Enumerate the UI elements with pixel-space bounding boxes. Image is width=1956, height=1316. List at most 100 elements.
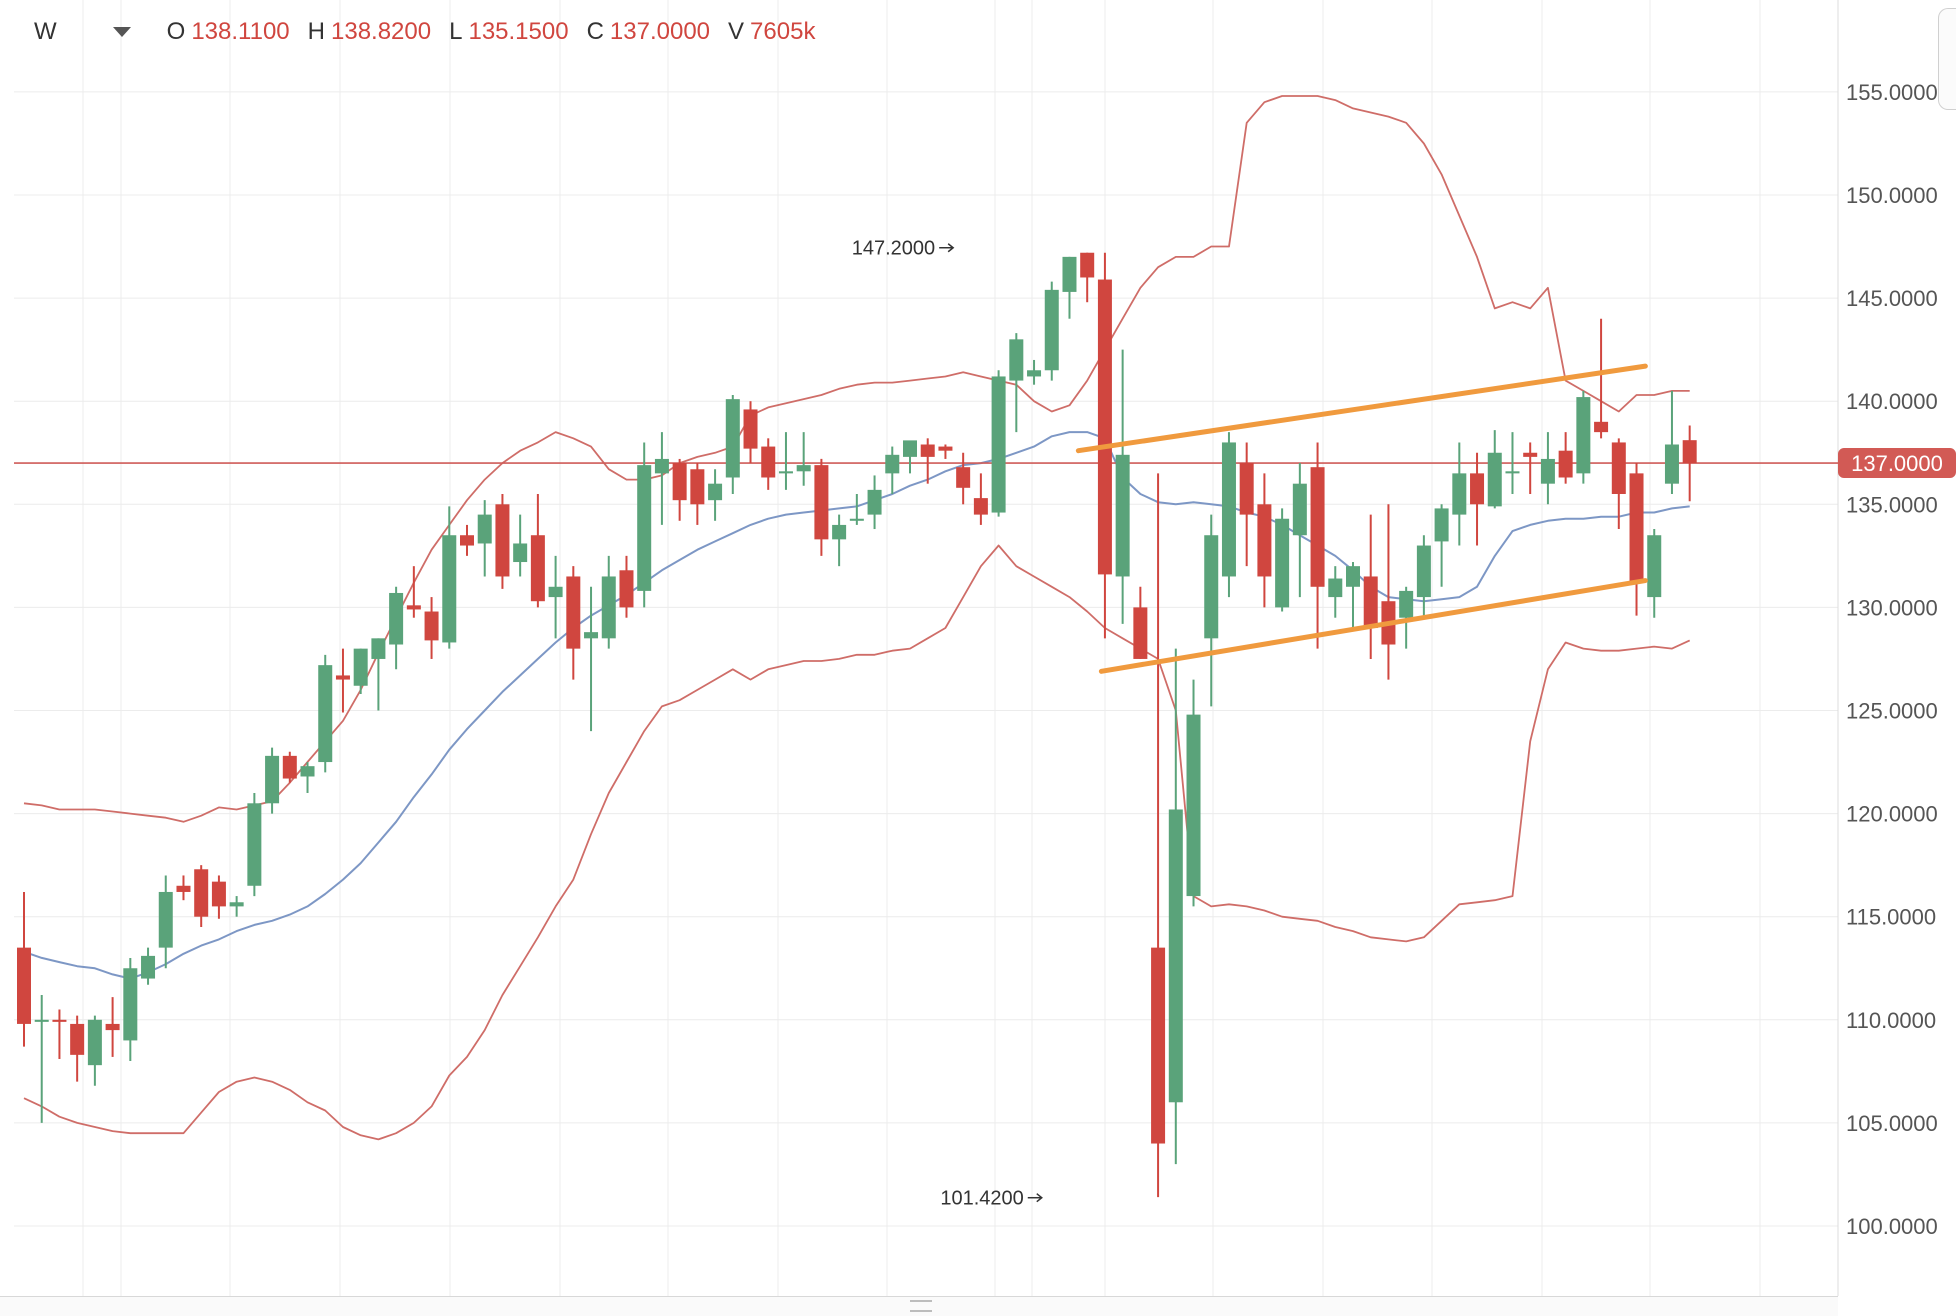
candle-body bbox=[903, 440, 917, 457]
candle-body bbox=[778, 471, 793, 474]
candle-body bbox=[619, 570, 634, 608]
candle-body bbox=[690, 469, 705, 505]
y-tick-label: 125.0000 bbox=[1846, 699, 1938, 724]
candle-body bbox=[282, 755, 297, 779]
candle-body bbox=[1044, 289, 1059, 371]
candle-body bbox=[52, 1019, 67, 1022]
high-value: 138.8200 bbox=[331, 18, 432, 45]
close-label: C bbox=[586, 18, 604, 45]
candle-body bbox=[1629, 473, 1644, 583]
candle-body bbox=[938, 446, 953, 451]
ohlc-legend: W O 138.1100 H 138.8200 L 135.1500 C 137… bbox=[34, 18, 833, 46]
candle-body bbox=[123, 968, 138, 1041]
candle-body bbox=[1239, 463, 1254, 515]
candle-body bbox=[1009, 339, 1024, 381]
candle-body bbox=[371, 638, 386, 659]
candle-body bbox=[34, 1019, 49, 1022]
candle-body bbox=[141, 955, 156, 979]
candle-body bbox=[1487, 452, 1502, 507]
candle-body bbox=[973, 498, 988, 515]
candle-body bbox=[1363, 576, 1378, 629]
candle-body bbox=[672, 463, 687, 501]
y-tick-label: 145.0000 bbox=[1846, 286, 1938, 311]
y-tick-label: 130.0000 bbox=[1846, 595, 1938, 620]
current-price-badge bbox=[1838, 448, 1956, 479]
candle-body bbox=[211, 881, 226, 907]
candle-body bbox=[814, 465, 829, 540]
candle-body bbox=[867, 489, 882, 515]
candle-body bbox=[1204, 535, 1219, 639]
candle-body bbox=[1310, 467, 1325, 587]
candle-body bbox=[761, 446, 776, 478]
bollinger-upper-line bbox=[23, 95, 1690, 823]
candle-body bbox=[796, 465, 811, 472]
candle-body bbox=[1346, 566, 1360, 587]
candle-body bbox=[1523, 452, 1538, 457]
candle-body bbox=[1664, 444, 1679, 484]
candle-body bbox=[1611, 442, 1626, 494]
candle-body bbox=[1080, 252, 1095, 278]
candle-body bbox=[566, 576, 581, 649]
candle-body bbox=[1576, 397, 1591, 474]
candle-body bbox=[389, 592, 404, 645]
side-panel-handle[interactable] bbox=[1938, 8, 1956, 110]
high-label: H bbox=[307, 18, 325, 45]
candle-body bbox=[708, 483, 723, 501]
candle-body bbox=[513, 543, 528, 563]
candle-body bbox=[460, 535, 474, 546]
arrow-head-icon bbox=[947, 243, 955, 253]
candle-body bbox=[335, 675, 350, 680]
candle-body bbox=[424, 611, 439, 641]
volume-label: V bbox=[728, 18, 745, 45]
channel-upper-trendline bbox=[1075, 363, 1648, 454]
y-tick-label: 115.0000 bbox=[1846, 905, 1936, 930]
y-tick-label: 105.0000 bbox=[1846, 1111, 1938, 1136]
candle-body bbox=[300, 766, 315, 777]
open-label: O bbox=[166, 18, 186, 45]
candle-body bbox=[654, 458, 669, 474]
low-annotation-label: 101.4200 bbox=[940, 1188, 1023, 1210]
candle-body bbox=[956, 467, 971, 488]
candle-body bbox=[1647, 535, 1662, 598]
candle-body bbox=[530, 535, 545, 602]
candle-body bbox=[1558, 450, 1573, 478]
candle-body bbox=[991, 376, 1006, 513]
candle-body bbox=[442, 535, 457, 643]
high-annotation-label: 147.2000 bbox=[852, 238, 935, 260]
candle-body bbox=[1594, 421, 1609, 433]
candle-body bbox=[1186, 714, 1201, 897]
time-scrollbar[interactable] bbox=[0, 1296, 1838, 1316]
candle-body bbox=[1275, 518, 1290, 608]
candle-body bbox=[637, 465, 652, 591]
candle-body bbox=[1221, 442, 1236, 577]
candle-body bbox=[70, 1023, 85, 1055]
candle-body bbox=[832, 524, 847, 540]
candle-body bbox=[885, 454, 900, 474]
candle-body bbox=[1399, 590, 1414, 618]
candle-body bbox=[1416, 545, 1431, 598]
y-tick-label: 120.0000 bbox=[1846, 802, 1938, 827]
y-tick-label: 140.0000 bbox=[1846, 389, 1938, 414]
channel-lower-trendline bbox=[1098, 578, 1648, 674]
candle-body bbox=[725, 399, 740, 478]
candle-body bbox=[1328, 578, 1343, 598]
low-value: 135.1500 bbox=[468, 18, 569, 45]
y-tick-label: 135.0000 bbox=[1846, 492, 1938, 517]
candle-body bbox=[194, 869, 209, 917]
chevron-down-icon[interactable] bbox=[112, 27, 131, 37]
candle-body bbox=[1133, 607, 1148, 659]
y-tick-label: 155.0000 bbox=[1846, 80, 1938, 105]
candle-body bbox=[1168, 809, 1183, 1103]
open-value: 138.1100 bbox=[191, 18, 290, 45]
candle-body bbox=[229, 902, 244, 907]
candle-body bbox=[406, 605, 421, 610]
y-tick-label: 150.0000 bbox=[1846, 183, 1938, 208]
bollinger-lower-line bbox=[23, 544, 1691, 1141]
candle-body bbox=[353, 648, 368, 686]
candle-body bbox=[1115, 454, 1130, 577]
grip-icon[interactable] bbox=[910, 1300, 932, 1312]
candle-body bbox=[318, 665, 333, 763]
candle-body bbox=[265, 755, 280, 804]
